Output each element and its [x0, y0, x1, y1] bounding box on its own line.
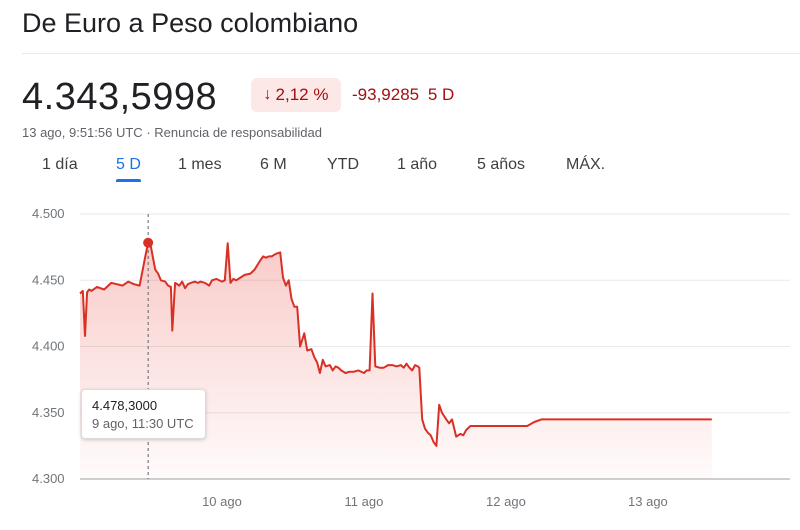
percent-change-value: 2,12 %	[275, 85, 329, 104]
quote-timestamp: 13 ago, 9:51:56 UTC	[22, 125, 143, 140]
price-chart[interactable]: 4.500 4.450 4.400 4.350 4.300 10 ago 11 ago 12…	[0, 190, 800, 530]
disclaimer-link[interactable]: Renuncia de responsabilidad	[154, 125, 322, 140]
tab-5-anos[interactable]: 5 años	[477, 156, 526, 173]
title-divider	[22, 53, 800, 54]
arrow-down-icon: ↓	[263, 86, 272, 103]
change-period: 5 D	[427, 85, 455, 104]
y-tick-label: 4.350	[32, 405, 65, 420]
tab-5-d[interactable]: 5 D	[116, 156, 141, 182]
tooltip-time: 9 ago, 11:30 UTC	[92, 416, 194, 431]
y-tick-label: 4.450	[32, 272, 65, 287]
hover-tooltip: 4.478,3000 9 ago, 11:30 UTC	[81, 389, 206, 439]
y-axis: 4.500 4.450 4.400 4.350 4.300	[32, 206, 65, 486]
x-axis: 10 ago 11 ago 12 ago 13 ago	[202, 494, 668, 509]
price-area-fill	[80, 242, 712, 479]
absolute-change: -93,9285 5 D	[352, 85, 454, 105]
y-tick-label: 4.300	[32, 471, 65, 486]
quote-meta: 13 ago, 9:51:56 UTC · Renuncia de respon…	[22, 125, 322, 140]
tab-max[interactable]: MÁX.	[566, 156, 606, 173]
x-tick-label: 13 ago	[628, 494, 668, 509]
tab-1-dia[interactable]: 1 día	[42, 156, 78, 173]
tab-6-m[interactable]: 6 M	[260, 156, 287, 173]
current-price: 4.343,5998	[22, 76, 218, 118]
percent-change-badge: ↓ 2,12 %	[251, 78, 341, 112]
hover-point	[143, 237, 154, 248]
page-title: De Euro a Peso colombiano	[22, 8, 359, 38]
tooltip-value: 4.478,3000	[92, 398, 158, 413]
x-tick-label: 10 ago	[202, 494, 242, 509]
x-tick-label: 12 ago	[486, 494, 526, 509]
y-tick-label: 4.500	[32, 206, 65, 221]
x-tick-label: 11 ago	[345, 494, 384, 509]
absolute-change-value: -93,9285	[352, 85, 420, 104]
price-series-line	[79, 241, 712, 447]
y-tick-label: 4.400	[32, 339, 65, 354]
tab-1-ano[interactable]: 1 año	[397, 156, 438, 173]
tab-ytd[interactable]: YTD	[327, 156, 359, 173]
tab-1-mes[interactable]: 1 mes	[178, 156, 222, 173]
meta-separator: ·	[146, 125, 151, 140]
